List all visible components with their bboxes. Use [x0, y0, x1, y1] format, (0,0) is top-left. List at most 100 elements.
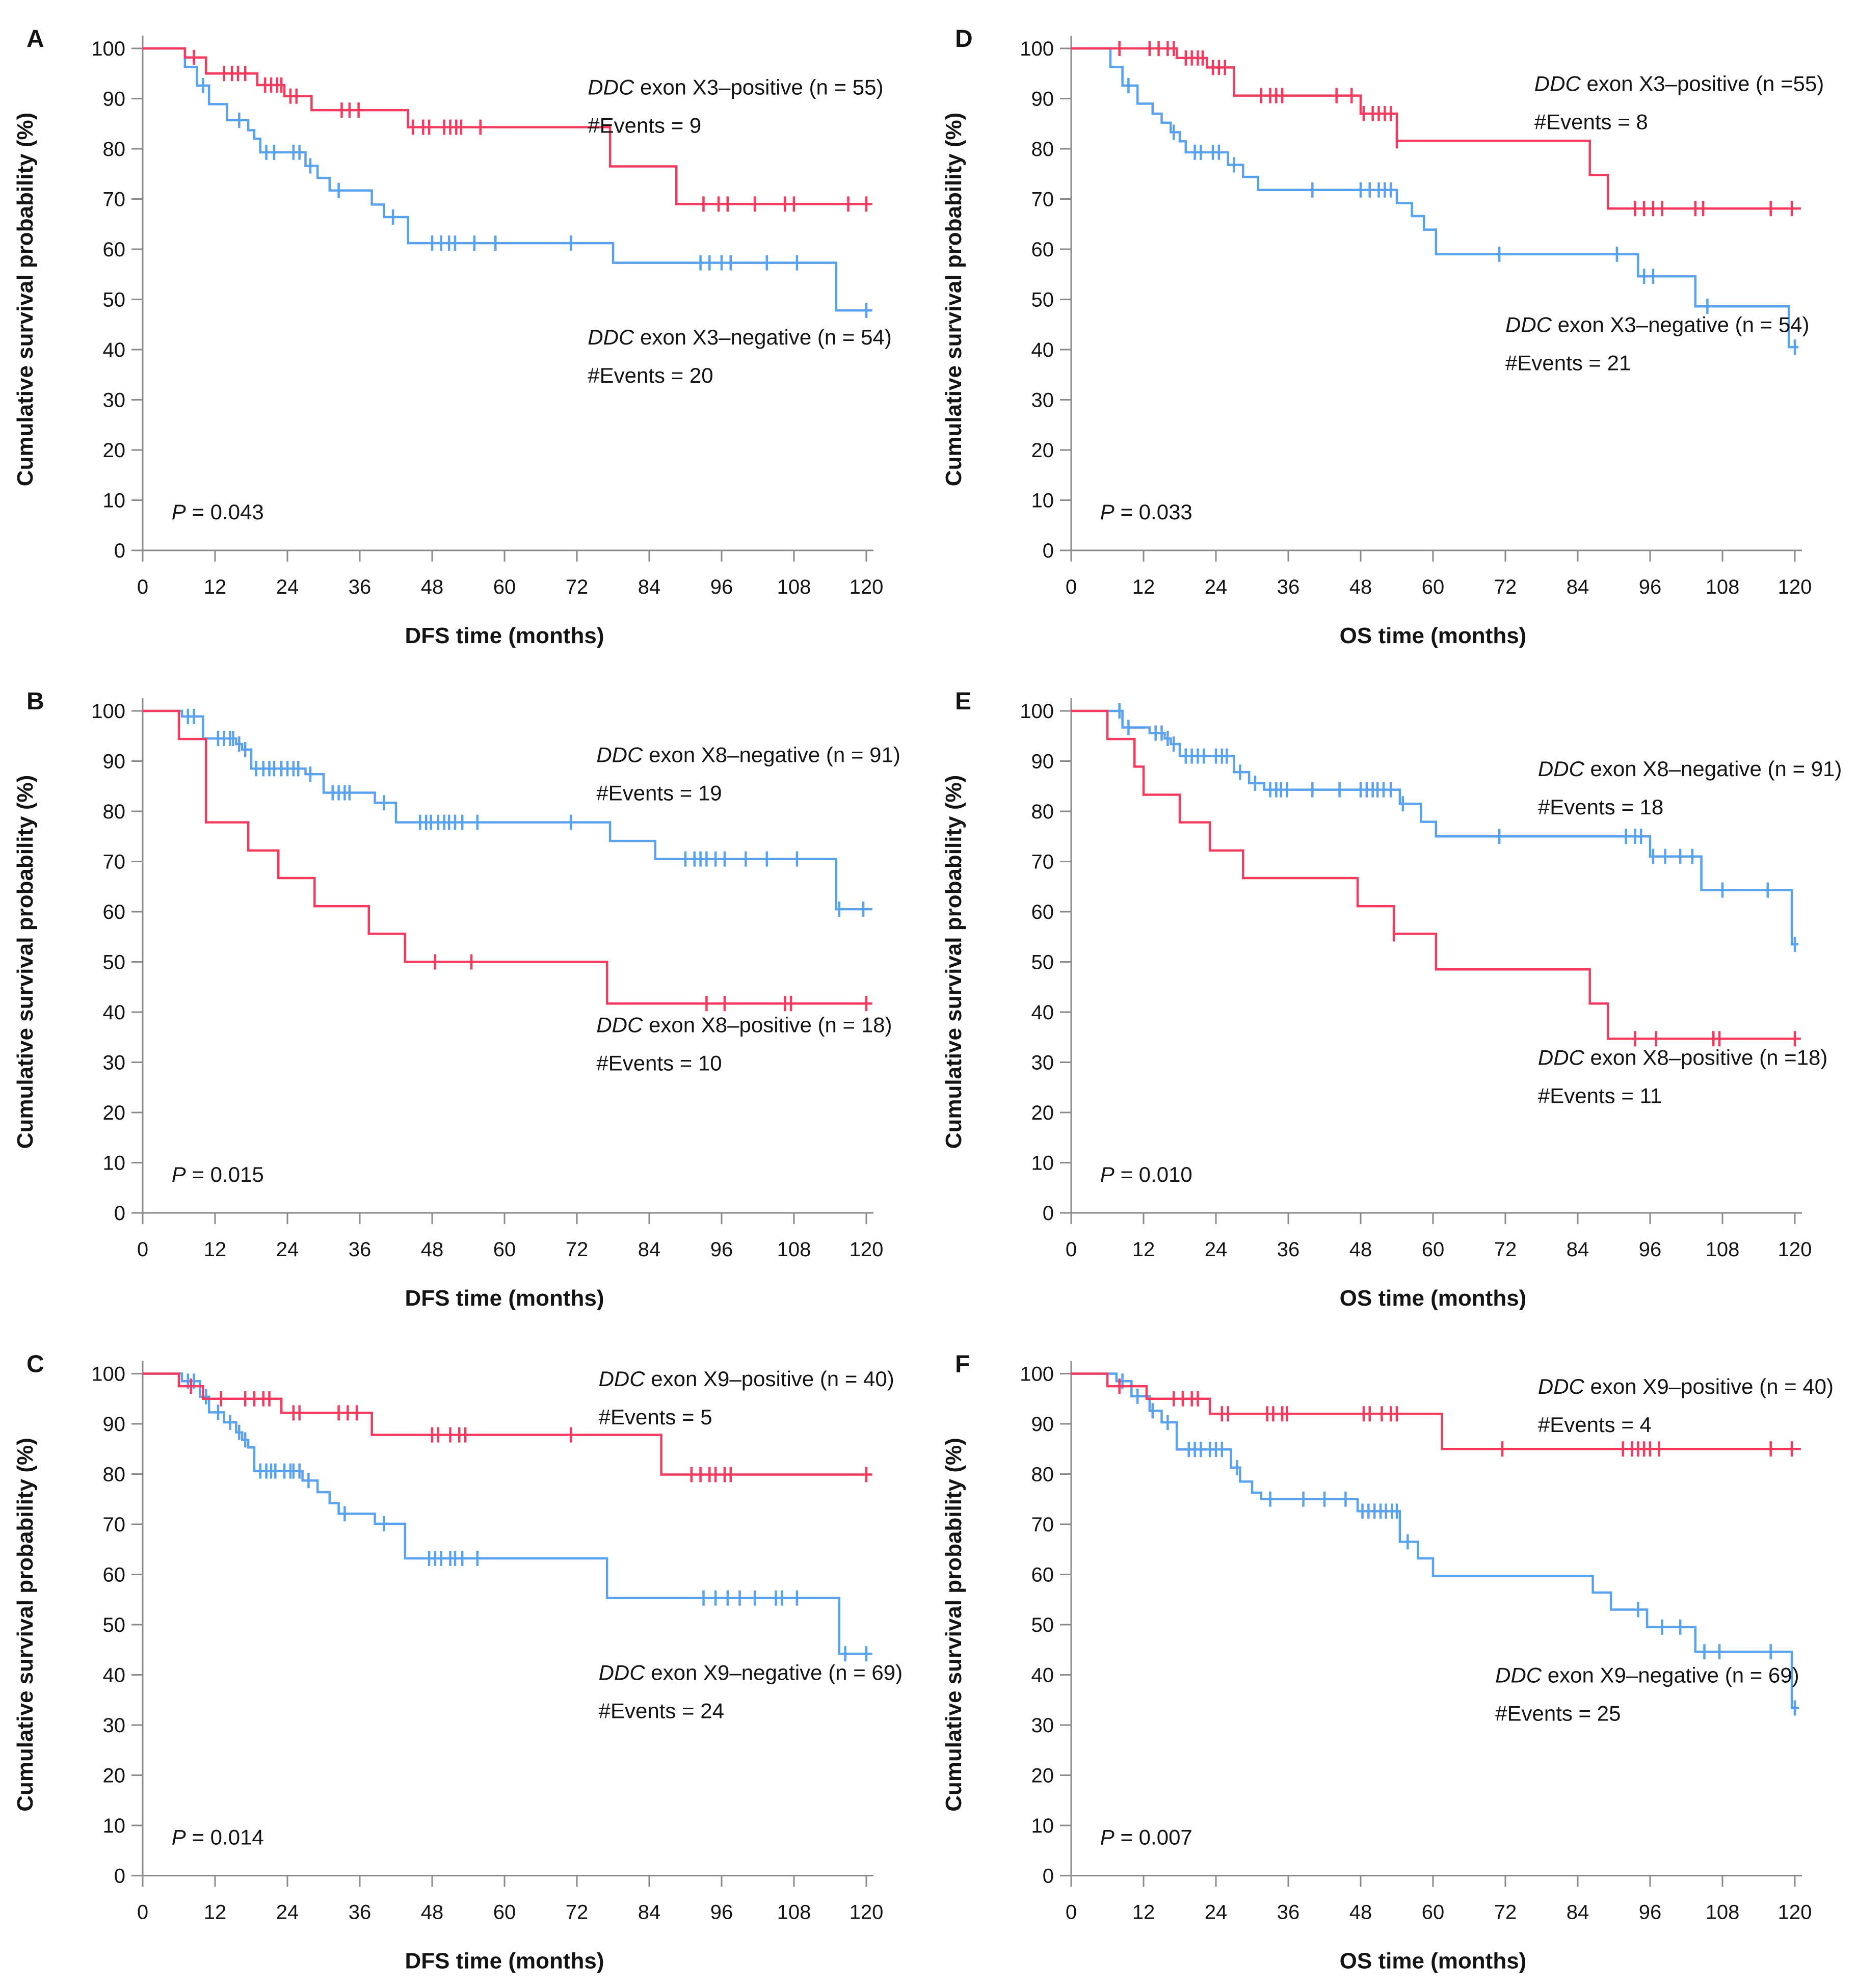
x-tick-label: 48 [421, 1901, 444, 1924]
km-chart-a: 0 10 20 30 40 50 60 70 80 90 100 0 12 24 36 48 60 72 84 96 1… [13, 25, 892, 648]
x-tick-label: 36 [349, 576, 372, 598]
y-tick-label: 90 [1031, 1413, 1054, 1436]
y-tick-label: 10 [103, 490, 126, 512]
curve-x8-positive [1071, 709, 1801, 1040]
censor-marks-x9-negative [1121, 1373, 1796, 1716]
x-tick-label: 96 [1639, 1901, 1662, 1924]
censor-marks-x8-negative [187, 708, 865, 917]
panel-letter: D [955, 25, 973, 52]
x-tick-label: 84 [1567, 1901, 1589, 1924]
x-tick-label: 12 [1132, 576, 1155, 598]
x-tick-label: 60 [493, 1238, 516, 1261]
x-tick-label: 120 [850, 576, 884, 598]
axis-lines [1070, 698, 1802, 1214]
y-tick-label: 70 [103, 1514, 126, 1536]
y-tick-label: 20 [103, 1765, 126, 1787]
y-tick-label: 0 [1043, 540, 1054, 562]
y-tick-label: 30 [1031, 1052, 1054, 1074]
censor-marks-x9-positive [1118, 1379, 1793, 1457]
axis-lines [1070, 36, 1802, 551]
x-tick-label: 60 [1422, 1901, 1445, 1924]
x-tick-label: 12 [204, 1901, 227, 1924]
y-tick-label: 50 [1031, 289, 1054, 311]
tick-marks [1060, 47, 1796, 562]
y-tick-label: 60 [103, 1564, 126, 1586]
x-tick-label: 96 [1639, 1238, 1662, 1261]
y-tick-label: 100 [1020, 38, 1054, 60]
legend-events-x9-positive: #Events = 5 [599, 1405, 712, 1429]
p-value: P = 0.033 [1100, 500, 1192, 524]
y-tick-label: 40 [103, 1001, 126, 1024]
x-tick-label: 0 [1066, 1238, 1077, 1261]
y-axis-title: Cumulative survival probability (%) [941, 1438, 966, 1812]
y-tick-label: 30 [103, 1052, 126, 1074]
y-axis-title: Cumulative survival probability (%) [13, 1438, 38, 1812]
x-tick-label: 120 [1778, 1238, 1812, 1261]
x-tick-label: 72 [1494, 576, 1517, 598]
tick-marks [1060, 710, 1796, 1224]
y-tick-label: 90 [1031, 751, 1054, 773]
y-tick-label: 0 [1043, 1202, 1054, 1225]
y-tick-label: 20 [1031, 1102, 1054, 1124]
x-tick-label: 120 [850, 1901, 884, 1924]
x-tick-label: 36 [349, 1901, 372, 1924]
x-tick-label: 84 [1567, 576, 1589, 598]
legend-events-x8-negative: #Events = 18 [1538, 795, 1663, 819]
x-tick-label: 108 [777, 1238, 811, 1261]
y-tick-label: 20 [103, 1102, 126, 1124]
curve-x3-negative [143, 47, 872, 312]
y-tick-label: 0 [114, 1865, 125, 1888]
x-tick-label: 60 [1422, 576, 1445, 598]
panel-letter: C [26, 1351, 44, 1378]
tick-marks [1060, 1373, 1796, 1887]
x-tick-label: 12 [1132, 1901, 1155, 1924]
curve-x8-positive [143, 709, 872, 1005]
x-tick-label: 72 [1494, 1238, 1517, 1261]
x-tick-label: 120 [1778, 576, 1812, 598]
y-tick-label: 60 [1031, 1564, 1054, 1586]
y-tick-label: 70 [103, 189, 126, 211]
legend-x3-positive: DDC exon X3–positive (n = 55) [588, 75, 883, 99]
km-chart-c: 0 10 20 30 40 50 60 70 80 90 100 0 12 24 36 48 60 72 84 96 1… [13, 1351, 903, 1974]
x-axis-title: OS time (months) [1340, 623, 1527, 648]
x-tick-label: 108 [1706, 1238, 1740, 1261]
axis-lines [1070, 1361, 1802, 1876]
legend-x9-positive: DDC exon X9–positive (n = 40) [1538, 1374, 1834, 1398]
y-tick-label: 60 [1031, 238, 1054, 261]
x-tick-label: 36 [1277, 1901, 1300, 1924]
x-axis-title: DFS time (months) [405, 623, 604, 648]
y-tick-label: 10 [1031, 1152, 1054, 1175]
x-tick-label: 60 [493, 576, 516, 598]
axis-lines [142, 36, 873, 551]
legend-events-x9-negative: #Events = 25 [1495, 1701, 1621, 1725]
curve-x3-positive [143, 47, 872, 205]
x-tick-label: 96 [710, 1901, 733, 1924]
p-value: P = 0.015 [172, 1162, 264, 1186]
x-tick-label: 72 [566, 576, 589, 598]
censor-marks-x8-positive [1392, 926, 1796, 1047]
x-tick-label: 24 [276, 576, 299, 598]
y-axis-title: Cumulative survival probability (%) [13, 113, 38, 487]
y-tick-label: 30 [103, 389, 126, 412]
y-tick-label: 0 [1043, 1865, 1054, 1888]
x-axis-title: OS time (months) [1340, 1949, 1527, 1974]
x-tick-label: 36 [1277, 576, 1300, 598]
panel-letter: A [26, 25, 44, 52]
x-tick-label: 72 [566, 1238, 589, 1261]
legend-x8-negative: DDC exon X8–negative (n = 91) [596, 743, 900, 766]
panel-b: 0 10 20 30 40 50 60 70 80 90 100 0 12 24 36 48 60 72 84 96 1… [0, 662, 929, 1325]
y-tick-label: 50 [103, 1614, 126, 1636]
legend-events-x8-positive: #Events = 10 [596, 1051, 722, 1075]
x-tick-label: 96 [1639, 576, 1662, 598]
censor-marks-x8-negative [1118, 703, 1796, 952]
x-tick-label: 24 [1205, 1901, 1228, 1924]
legend-events-x3-positive: #Events = 8 [1534, 110, 1648, 134]
y-tick-label: 30 [1031, 1714, 1054, 1737]
x-tick-label: 12 [204, 1238, 227, 1261]
curve-x9-negative [1071, 1372, 1799, 1709]
legend-x8-negative: DDC exon X8–negative (n = 91) [1538, 757, 1842, 781]
km-chart-d: 0 10 20 30 40 50 60 70 80 90 100 0 12 24 36 48 60 72 84 96 1… [941, 25, 1824, 648]
axis-lines [142, 1361, 873, 1876]
y-tick-label: 90 [103, 751, 126, 773]
